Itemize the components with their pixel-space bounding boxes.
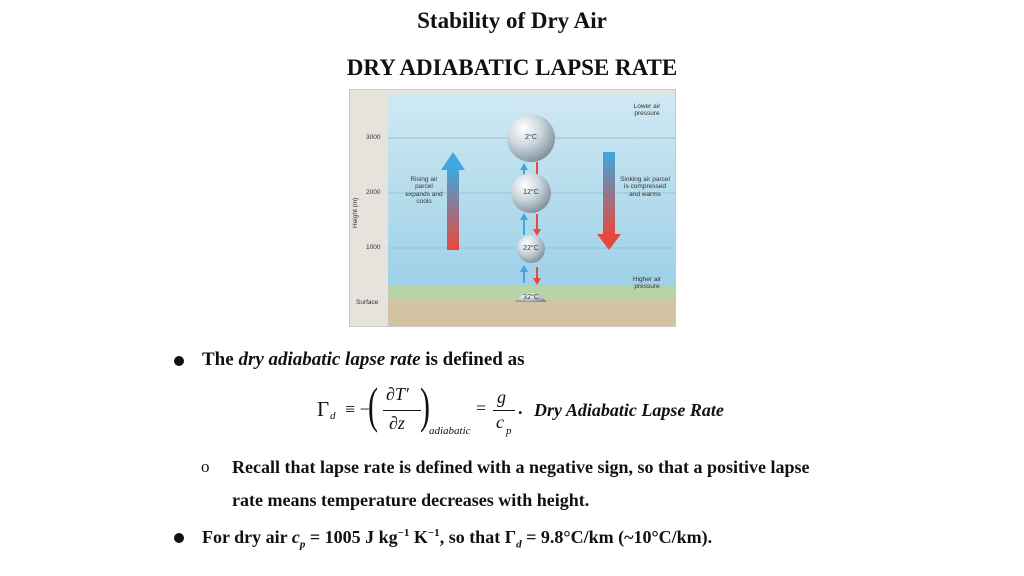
sub-bullet-line-1: Recall that lapse rate is defined with a… — [232, 457, 810, 477]
bullet-definition: The dry adiabatic lapse rate is defined … — [202, 349, 525, 371]
diagram-illustration — [350, 90, 675, 326]
lower-pressure-label: Lower air pressure — [633, 103, 661, 118]
gamma-symbol: Γ — [317, 397, 330, 421]
lapse-rate-diagram: Height (m) 3000 2000 1000 Surface Lower … — [349, 89, 676, 327]
numerator: ∂T′ — [386, 384, 409, 404]
y-axis-label: Height (m) — [352, 197, 359, 228]
right-paren: ) — [420, 377, 430, 433]
definition-prefix: The — [202, 349, 239, 370]
denominator: ∂z — [389, 413, 405, 433]
equals-sign: = — [476, 398, 487, 418]
sinking-arrow — [603, 152, 615, 236]
bullet-dry-air: For dry air cp = 1005 J kg−1 K−1, so tha… — [202, 527, 713, 551]
cp-subscript: p — [506, 425, 512, 437]
equation-name: Dry Adiabatic Lapse Rate — [534, 400, 724, 420]
balloon-32c — [515, 293, 547, 302]
bullet-dot-2 — [174, 533, 184, 543]
adiabatic-subscript: adiabatic — [429, 425, 471, 437]
equiv-minus: ≡ − — [345, 399, 370, 419]
cp-symbol: c — [496, 412, 504, 432]
tick-2000: 2000 — [366, 189, 381, 196]
temp-22c: 22°C — [523, 245, 539, 252]
period: . — [518, 398, 523, 418]
tick-3000: 3000 — [366, 134, 381, 141]
balloon-2c — [507, 114, 555, 162]
sinking-note: Sinking air parcel is compressed and war… — [620, 176, 670, 198]
temp-32c: 32°C — [523, 294, 539, 301]
bullet-dot — [174, 356, 184, 366]
temp-12c: 12°C — [523, 189, 539, 196]
fraction-bar-2 — [493, 410, 515, 412]
temp-2c: 2°C — [525, 134, 537, 141]
fraction-bar — [383, 410, 421, 412]
tick-surface: Surface — [356, 299, 379, 306]
balloon-12c — [511, 173, 551, 213]
slide-subtitle: DRY ADIABATIC LAPSE RATE — [346, 55, 678, 80]
g-symbol: g — [497, 387, 506, 407]
tick-1000: 1000 — [366, 244, 381, 251]
gamma-subscript: d — [330, 410, 336, 422]
balloon-22c — [517, 235, 545, 263]
higher-pressure-label: Higher air pressure — [632, 276, 662, 291]
sub-bullet-line-2: rate means temperature decreases with he… — [232, 490, 590, 510]
slide-title: Stability of Dry Air — [417, 8, 607, 33]
sub-bullet-marker: o — [201, 457, 210, 476]
definition-suffix: is defined as — [420, 349, 525, 370]
rising-arrow — [447, 168, 459, 250]
left-paren: ( — [368, 377, 378, 433]
rising-note: Rising air parcel expands and cools — [405, 176, 443, 206]
definition-term: dry adiabatic lapse rate — [238, 349, 421, 370]
